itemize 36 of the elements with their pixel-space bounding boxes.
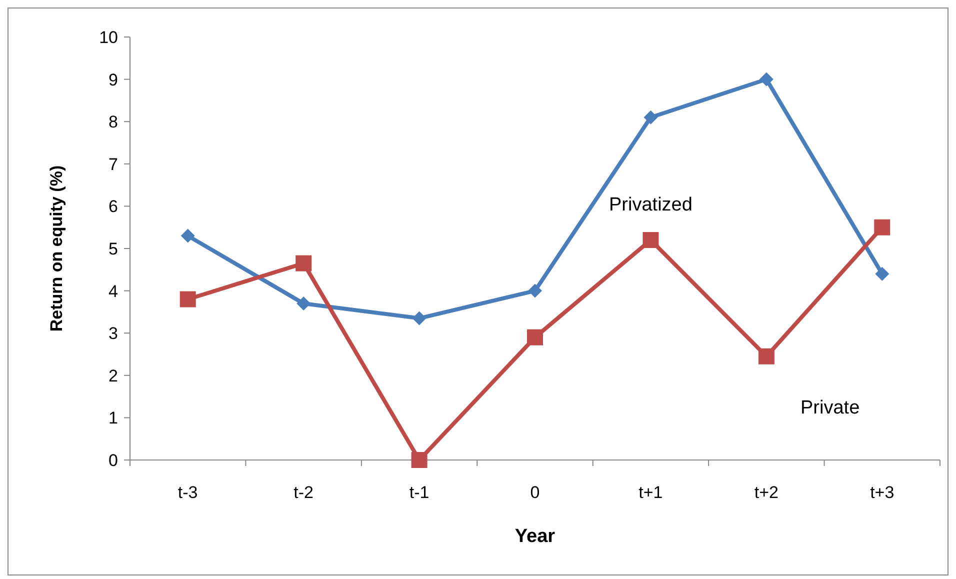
point [759, 72, 774, 86]
y-tick-label: 8 [108, 112, 118, 132]
x-tick-label: t+1 [638, 483, 663, 502]
point [528, 284, 542, 298]
x-tick-label: t+2 [754, 483, 778, 502]
y-tick-label: 1 [108, 408, 118, 428]
x-axis-title: Year [514, 526, 556, 547]
y-axis-title: Return on equity (%) [47, 165, 66, 332]
series-label: Privatized [609, 194, 692, 216]
x-tick-label: t+3 [870, 483, 894, 502]
point [644, 110, 658, 124]
point [180, 228, 195, 243]
point [411, 452, 428, 468]
point [180, 291, 196, 308]
point [642, 232, 659, 248]
point [875, 266, 890, 281]
point [874, 219, 890, 236]
y-tick-label: 0 [108, 450, 118, 470]
y-tick-label: 7 [108, 154, 118, 174]
y-tick-label: 5 [108, 239, 118, 258]
point [412, 311, 426, 326]
point [296, 296, 311, 310]
point [296, 255, 312, 272]
x-tick-label: t-1 [409, 483, 430, 502]
y-tick-label: 2 [108, 366, 118, 386]
y-tick-label: 4 [108, 282, 118, 301]
point [527, 329, 543, 346]
x-tick-label: t-3 [178, 483, 198, 502]
x-tick-label: t-2 [294, 483, 314, 502]
point [758, 348, 774, 364]
y-tick-label: 6 [108, 197, 118, 216]
text: Private [800, 397, 860, 418]
x-tick-label: 0 [530, 483, 540, 502]
y-tick-label: 10 [99, 28, 118, 47]
y-tick-label: 9 [108, 70, 118, 90]
y-tick-label: 3 [108, 324, 118, 344]
